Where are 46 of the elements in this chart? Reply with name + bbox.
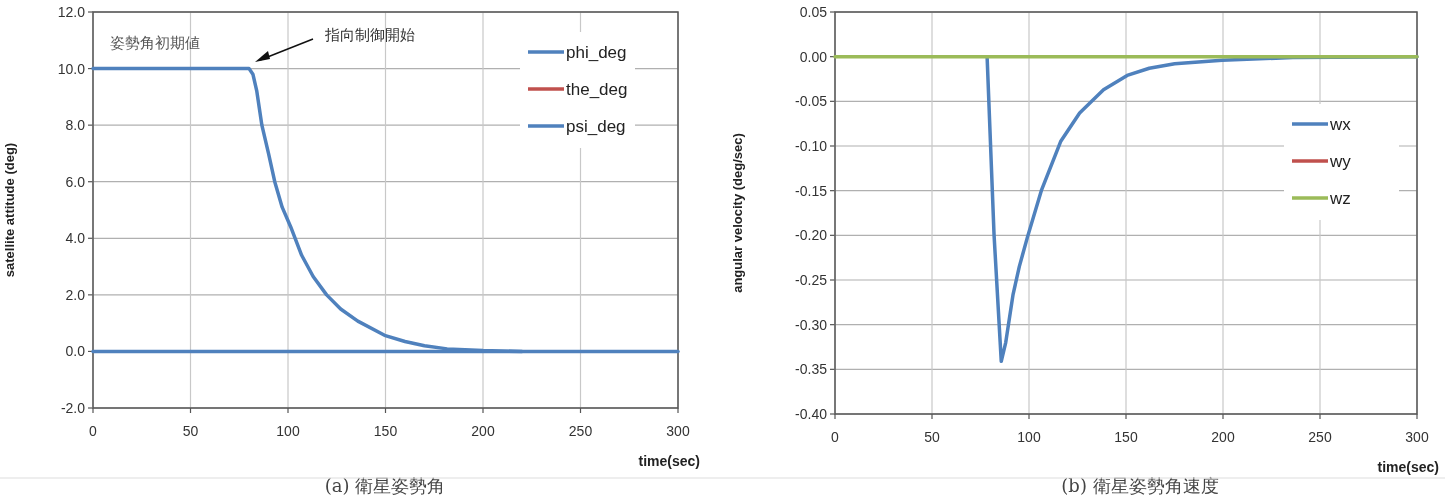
- x-tick-label: 100: [276, 423, 300, 439]
- x-tick-label: 200: [471, 423, 495, 439]
- text: (b) 衛星姿勢角速度: [1061, 475, 1219, 496]
- x-tick-label: 250: [1308, 429, 1332, 445]
- y-axis-title: satellite attitude (deg): [2, 142, 17, 278]
- y-tick-label: 6.0: [65, 173, 86, 190]
- y-tick-label: -0.15: [795, 182, 828, 199]
- y-tick-label: -0.40: [795, 406, 828, 422]
- y-tick-label: -0.10: [795, 138, 828, 154]
- y-tick-label: 4.0: [65, 230, 86, 247]
- x-tick-label: 50: [182, 423, 199, 439]
- y-tick-label: 12.0: [57, 4, 86, 20]
- legend-label: wy: [1329, 152, 1352, 171]
- x-tick-label: 0: [89, 423, 98, 439]
- annotation: 姿勢角初期値: [110, 34, 200, 51]
- y-tick-label: -0.25: [795, 272, 828, 288]
- x-tick-label: 0: [831, 429, 840, 445]
- legend-label: the_deg: [566, 80, 628, 99]
- x-tick-label: 150: [373, 423, 398, 439]
- text: (a) 衛星姿勢角: [324, 475, 446, 496]
- y-tick-label: -0.20: [795, 227, 828, 244]
- y-tick-label: -2.0: [60, 400, 86, 416]
- x-tick-label: 150: [1114, 429, 1138, 445]
- x-tick-label: 300: [1405, 429, 1429, 445]
- x-tick-label: 100: [1017, 429, 1041, 445]
- y-tick-label: 0.05: [799, 4, 828, 20]
- x-axis-title: time(sec): [1377, 459, 1439, 475]
- legend-label: wx: [1329, 115, 1352, 134]
- y-tick-label: 8.0: [65, 117, 86, 134]
- y-tick-label: -0.35: [795, 361, 828, 378]
- x-axis-title: time(sec): [638, 453, 700, 469]
- y-tick-label: -0.05: [795, 93, 828, 110]
- x-tick-label: 50: [924, 429, 940, 445]
- x-tick-label: 250: [568, 423, 593, 439]
- y-tick-label: -0.30: [795, 316, 828, 333]
- x-tick-label: 200: [1211, 429, 1235, 445]
- y-tick-label: 10.0: [57, 60, 86, 77]
- y-axis-title: angular velocity (deg/sec): [730, 133, 745, 293]
- y-tick-label: 0.00: [799, 48, 828, 65]
- legend-label: psi_deg: [566, 117, 626, 136]
- y-tick-label: 2.0: [65, 286, 86, 303]
- annotation: 指向制御開始: [324, 26, 415, 43]
- legend-label: wz: [1329, 189, 1351, 208]
- legend-label: phi_deg: [566, 43, 627, 62]
- x-tick-label: 300: [666, 423, 690, 439]
- y-tick-label: 0.0: [65, 343, 86, 360]
